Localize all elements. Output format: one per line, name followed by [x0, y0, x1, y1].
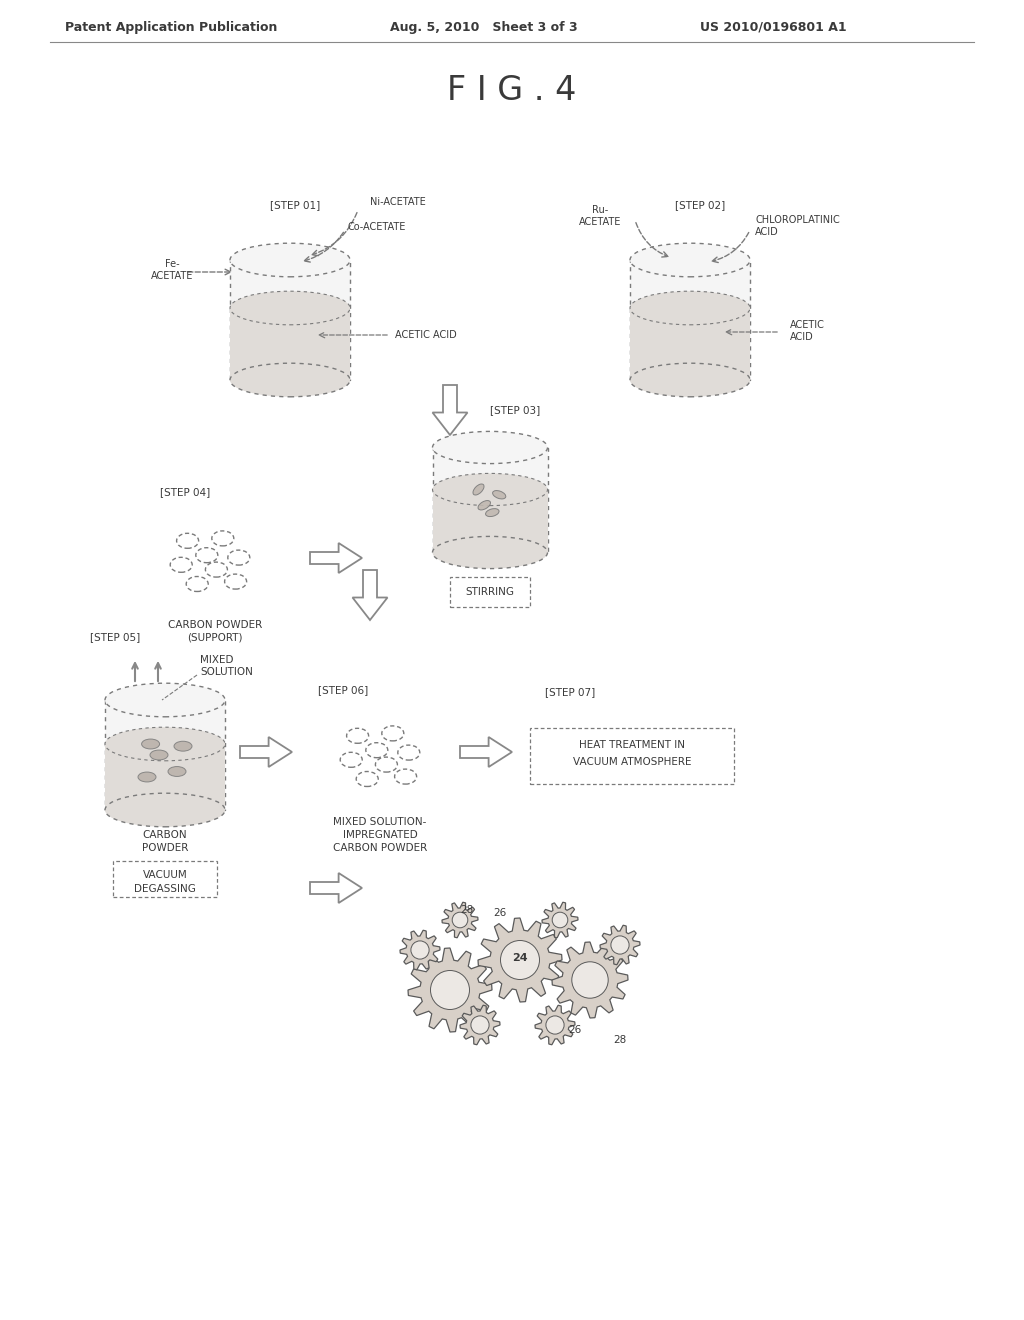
Ellipse shape [141, 739, 160, 748]
Ellipse shape [230, 243, 350, 277]
Bar [230, 260, 350, 380]
Polygon shape [535, 1006, 575, 1044]
Text: [STEP 01]: [STEP 01] [270, 201, 321, 210]
Bar [432, 447, 548, 553]
Polygon shape [478, 917, 562, 1002]
Ellipse shape [230, 292, 350, 325]
Polygon shape [240, 737, 292, 767]
Text: Ni-ACETATE: Ni-ACETATE [370, 197, 426, 207]
Bar [432, 490, 548, 553]
FancyBboxPatch shape [530, 729, 734, 784]
Text: ACETATE: ACETATE [579, 216, 622, 227]
Text: 26: 26 [494, 908, 507, 917]
Polygon shape [442, 903, 478, 937]
Ellipse shape [105, 727, 225, 760]
Text: VACUUM: VACUUM [142, 870, 187, 880]
Bar [630, 260, 750, 380]
Bar [630, 308, 750, 380]
Circle shape [571, 962, 608, 998]
Bar [105, 744, 225, 810]
Text: ACETATE: ACETATE [151, 271, 194, 281]
Text: ACID: ACID [755, 227, 778, 238]
Polygon shape [408, 948, 492, 1032]
Text: SOLUTION: SOLUTION [200, 667, 253, 677]
Polygon shape [600, 925, 640, 965]
Bar [105, 700, 225, 810]
Text: Fe-: Fe- [165, 259, 179, 269]
Ellipse shape [105, 684, 225, 717]
FancyBboxPatch shape [113, 861, 217, 898]
Text: CHLOROPLATINIC: CHLOROPLATINIC [755, 215, 840, 224]
Ellipse shape [485, 508, 499, 516]
Ellipse shape [473, 484, 484, 495]
Text: DEGASSING: DEGASSING [134, 884, 196, 894]
Text: Aug. 5, 2010   Sheet 3 of 3: Aug. 5, 2010 Sheet 3 of 3 [390, 21, 578, 33]
Text: ACETIC ACID: ACETIC ACID [395, 330, 457, 341]
Text: 26: 26 [568, 1026, 582, 1035]
Ellipse shape [138, 772, 156, 781]
Text: STIRRING: STIRRING [466, 587, 514, 597]
Circle shape [471, 1016, 489, 1034]
Text: 28: 28 [461, 906, 474, 915]
Circle shape [611, 936, 629, 954]
Polygon shape [310, 543, 362, 573]
Ellipse shape [432, 474, 548, 506]
Text: MIXED: MIXED [200, 655, 233, 665]
Text: ACETIC: ACETIC [790, 319, 825, 330]
Circle shape [430, 970, 469, 1010]
Ellipse shape [105, 793, 225, 826]
Ellipse shape [150, 750, 168, 760]
Polygon shape [400, 931, 440, 970]
Text: Co-ACETATE: Co-ACETATE [348, 222, 407, 232]
Ellipse shape [493, 491, 506, 499]
Text: Ru-: Ru- [592, 205, 608, 215]
Circle shape [453, 912, 468, 928]
Text: HEAT TREATMENT IN: HEAT TREATMENT IN [579, 741, 685, 750]
Ellipse shape [630, 243, 750, 277]
Circle shape [546, 1016, 564, 1034]
FancyBboxPatch shape [450, 577, 530, 607]
Text: 24: 24 [512, 953, 527, 964]
Polygon shape [460, 1006, 500, 1044]
Text: US 2010/0196801 A1: US 2010/0196801 A1 [700, 21, 847, 33]
Text: [STEP 06]: [STEP 06] [318, 685, 369, 696]
Polygon shape [432, 385, 468, 436]
Polygon shape [352, 570, 387, 620]
Ellipse shape [630, 363, 750, 397]
Polygon shape [552, 942, 628, 1018]
Text: CARBON POWDER: CARBON POWDER [168, 620, 262, 630]
Text: Patent Application Publication: Patent Application Publication [65, 21, 278, 33]
Text: [STEP 04]: [STEP 04] [160, 487, 210, 498]
Text: [STEP 02]: [STEP 02] [675, 201, 725, 210]
Ellipse shape [230, 363, 350, 397]
Circle shape [411, 941, 429, 960]
Circle shape [552, 912, 567, 928]
Polygon shape [542, 903, 578, 937]
Text: [STEP 07]: [STEP 07] [545, 686, 595, 697]
Bar [230, 308, 350, 380]
Text: ACID: ACID [790, 333, 814, 342]
Text: [STEP 03]: [STEP 03] [490, 405, 541, 414]
Text: CARBON POWDER: CARBON POWDER [333, 843, 427, 853]
Text: 28: 28 [613, 1035, 627, 1045]
Polygon shape [310, 873, 362, 903]
Text: (SUPPORT): (SUPPORT) [187, 632, 243, 642]
Text: POWDER: POWDER [141, 843, 188, 853]
Ellipse shape [478, 500, 490, 510]
Text: MIXED SOLUTION-: MIXED SOLUTION- [334, 817, 427, 828]
Ellipse shape [168, 767, 186, 776]
Ellipse shape [432, 432, 548, 463]
Ellipse shape [630, 292, 750, 325]
Ellipse shape [432, 536, 548, 569]
Text: F I G . 4: F I G . 4 [447, 74, 577, 107]
Ellipse shape [174, 742, 193, 751]
Text: IMPREGNATED: IMPREGNATED [343, 830, 418, 840]
Text: CARBON: CARBON [142, 830, 187, 840]
Polygon shape [460, 737, 512, 767]
Text: VACUUM ATMOSPHERE: VACUUM ATMOSPHERE [572, 756, 691, 767]
Text: [STEP 05]: [STEP 05] [90, 632, 140, 642]
Circle shape [501, 940, 540, 979]
